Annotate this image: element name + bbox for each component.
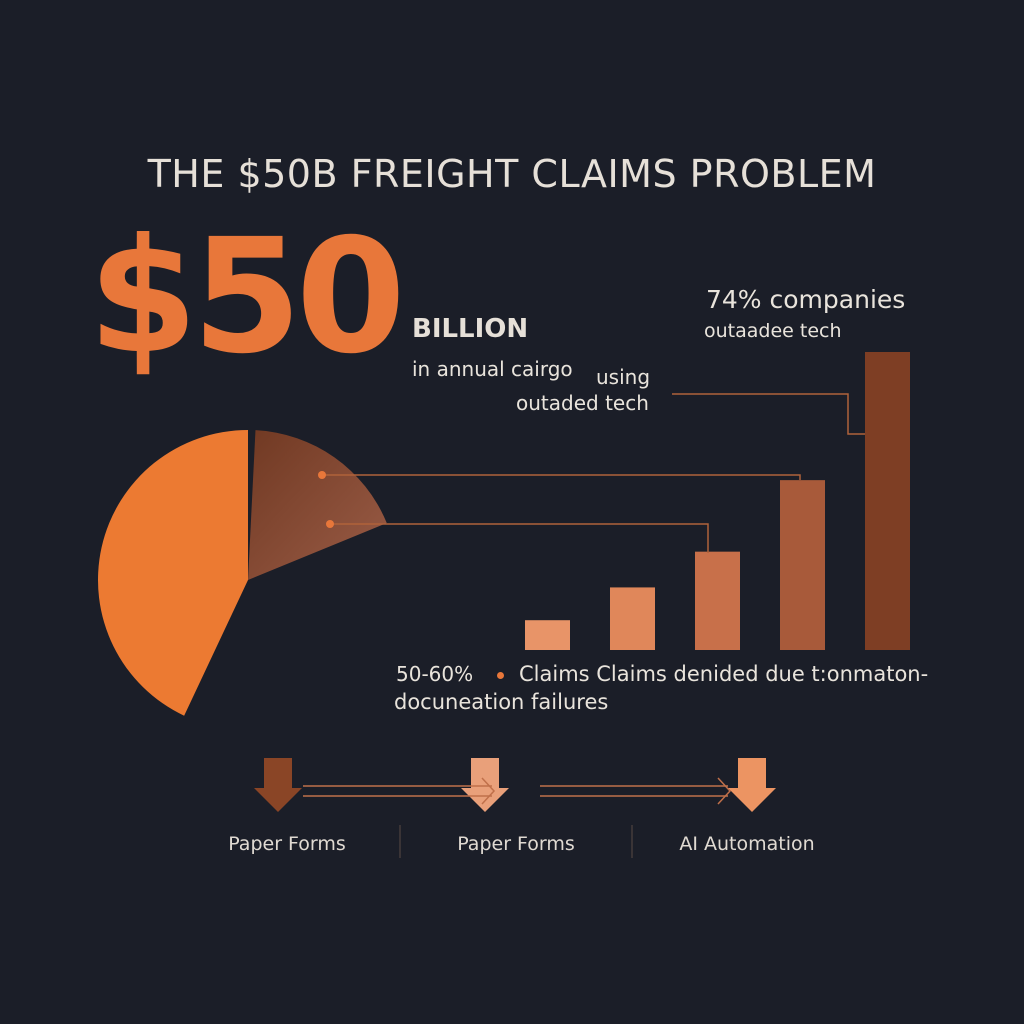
down-arrow-icon [461, 758, 509, 812]
pie-marker-dot [326, 520, 334, 528]
pie-slice [248, 430, 387, 580]
headline-amount: $50 [88, 205, 406, 389]
flow-step-3-label: AI Automation [679, 833, 815, 855]
headline-unit: BILLION [412, 314, 529, 344]
bullet-dot-icon [497, 672, 504, 679]
bar [610, 587, 655, 650]
pie-chart [98, 430, 387, 716]
headline-caption-2: using [596, 365, 651, 389]
pie-marker-dot [318, 471, 326, 479]
bar [525, 620, 570, 650]
headline-caption-1: in annual cairgo [412, 357, 573, 381]
page-title: THE $50B FREIGHT CLAIMS PROBLEM [147, 152, 877, 196]
bar [695, 551, 740, 650]
connector-lines [322, 393, 865, 553]
connector-line [672, 393, 865, 435]
pie-slice [98, 430, 248, 716]
bar [780, 480, 825, 650]
connector-line [330, 523, 709, 553]
right-arrow-icon [303, 777, 496, 805]
claims-text-2: docuneation failures [394, 690, 609, 714]
headline-caption-3: outaded tech [516, 391, 649, 415]
claims-text: Claims Claims denided due t:onmaton- [519, 662, 929, 686]
down-arrow-icon [728, 758, 776, 812]
claims-range: 50-60% [396, 662, 474, 686]
companies-caption: outaadee tech [704, 320, 842, 342]
bar-chart [525, 352, 910, 650]
bar [865, 352, 910, 650]
down-arrow-icon [254, 758, 302, 812]
right-arrow-icon [540, 777, 732, 805]
flow-step-1-label: Paper Forms [228, 833, 346, 855]
companies-stat: 74% companies [706, 285, 906, 314]
flow-arrows [254, 758, 776, 858]
flow-step-2-label: Paper Forms [457, 833, 575, 855]
connector-line [322, 474, 801, 480]
